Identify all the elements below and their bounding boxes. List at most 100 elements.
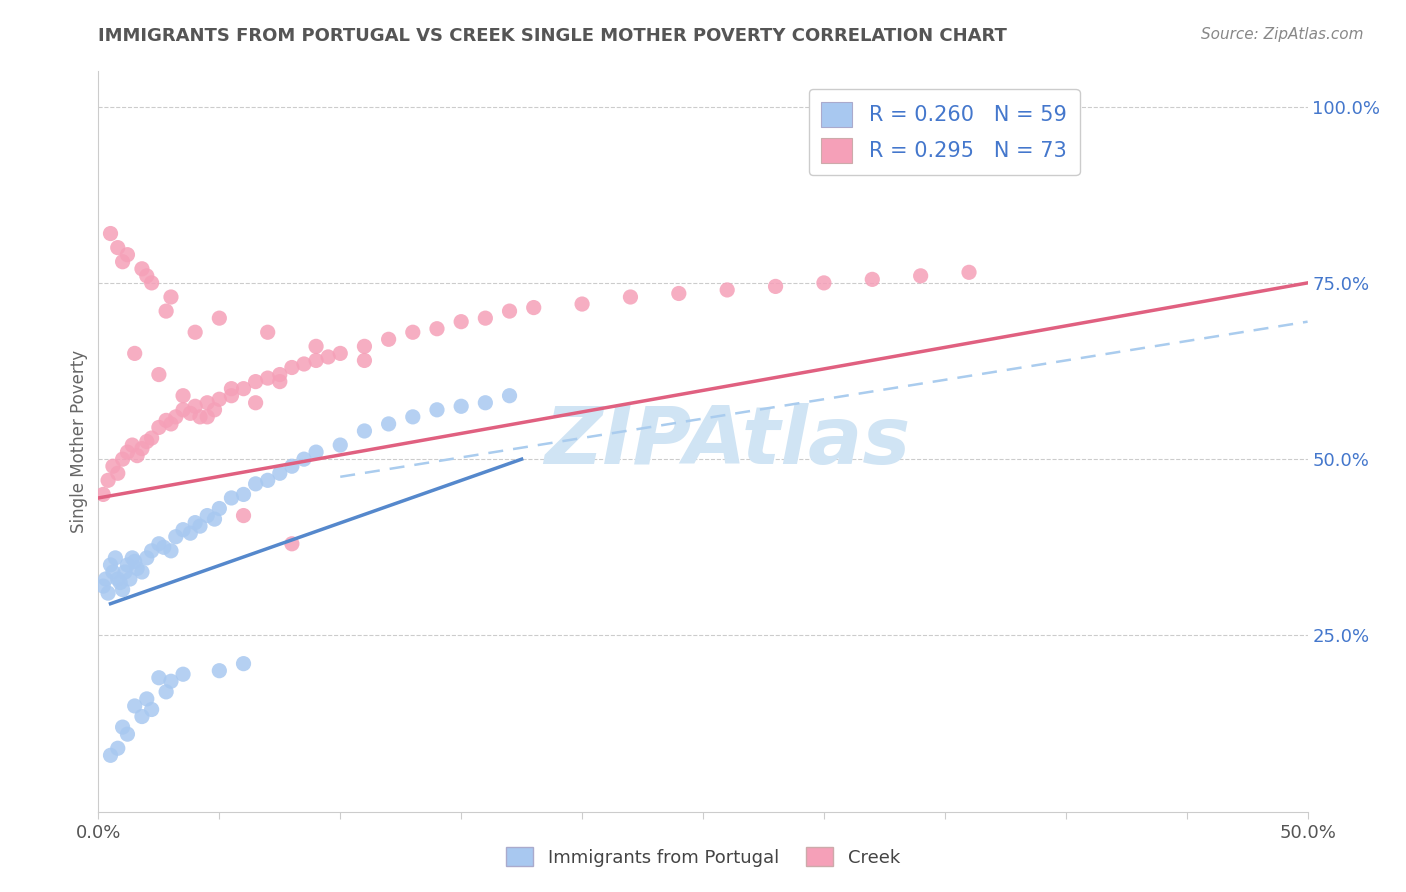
Point (474, 311, 496, 326)
Legend: R = 0.260   N = 59, R = 0.295   N = 73: R = 0.260 N = 59, R = 0.295 N = 73 (808, 89, 1080, 176)
Point (160, 674, 183, 689)
Point (256, 473, 278, 487)
Point (148, 420, 170, 434)
Point (121, 438, 143, 452)
Point (104, 550, 127, 565)
Point (118, 572, 141, 586)
Point (172, 667, 194, 681)
Point (165, 530, 187, 544)
Point (305, 445, 328, 459)
Point (97, 473, 120, 487)
Point (195, 508, 218, 523)
Point (148, 537, 170, 551)
Point (131, 709, 153, 723)
Point (232, 657, 254, 671)
Point (107, 241, 129, 255)
Point (221, 491, 243, 505)
Point (155, 685, 177, 699)
Text: ZIPAtlas: ZIPAtlas (544, 402, 910, 481)
Point (127, 449, 149, 463)
Point (281, 459, 304, 474)
Point (269, 375, 291, 389)
Point (100, 558, 122, 572)
Point (107, 741, 129, 756)
Text: Source: ZipAtlas.com: Source: ZipAtlas.com (1201, 27, 1364, 42)
Point (94, 572, 117, 586)
Point (232, 508, 254, 523)
Point (152, 541, 174, 555)
Point (221, 389, 243, 403)
Point (292, 357, 315, 371)
Point (619, 290, 641, 304)
Point (107, 572, 129, 586)
Point (305, 339, 328, 353)
Point (353, 339, 375, 353)
Point (165, 409, 187, 424)
Point (111, 452, 134, 467)
Point (127, 561, 149, 575)
Point (474, 396, 496, 410)
Point (179, 526, 201, 541)
Point (957, 265, 980, 279)
Point (100, 227, 122, 241)
Point (131, 442, 153, 456)
Point (195, 409, 218, 424)
Point (232, 382, 254, 396)
Point (184, 325, 207, 339)
Point (256, 325, 278, 339)
Point (450, 399, 472, 413)
Point (107, 467, 129, 481)
Point (860, 272, 883, 286)
Point (141, 544, 163, 558)
Point (292, 452, 315, 467)
Point (108, 575, 131, 590)
Point (135, 550, 157, 565)
Point (124, 346, 146, 360)
Point (329, 346, 352, 360)
Point (172, 389, 194, 403)
Point (117, 248, 139, 262)
Point (305, 353, 328, 368)
Point (141, 702, 163, 716)
Point (184, 516, 207, 530)
Point (148, 671, 170, 685)
Point (179, 406, 201, 420)
Point (402, 325, 425, 339)
Point (111, 254, 134, 268)
Point (117, 558, 139, 572)
Point (117, 727, 139, 741)
Point (269, 467, 291, 481)
Point (160, 290, 183, 304)
Point (131, 261, 153, 276)
Point (571, 297, 593, 311)
Point (131, 565, 153, 579)
Point (204, 512, 226, 526)
Point (813, 276, 835, 290)
Point (281, 537, 304, 551)
Point (668, 286, 690, 301)
Point (377, 332, 399, 346)
Point (100, 748, 122, 763)
Point (117, 445, 139, 459)
Point (91, 487, 114, 501)
Point (101, 459, 124, 474)
Point (135, 692, 157, 706)
Point (269, 368, 291, 382)
Point (353, 353, 375, 368)
Point (765, 279, 787, 293)
Point (135, 434, 157, 449)
Point (91, 579, 114, 593)
Point (195, 396, 218, 410)
Point (160, 544, 183, 558)
Point (221, 382, 243, 396)
Point (111, 720, 134, 734)
Point (172, 402, 194, 417)
Point (426, 402, 449, 417)
Point (124, 698, 146, 713)
Point (204, 402, 226, 417)
Point (208, 664, 231, 678)
Point (184, 399, 207, 413)
Point (141, 276, 163, 290)
Point (208, 501, 231, 516)
Point (111, 582, 134, 597)
